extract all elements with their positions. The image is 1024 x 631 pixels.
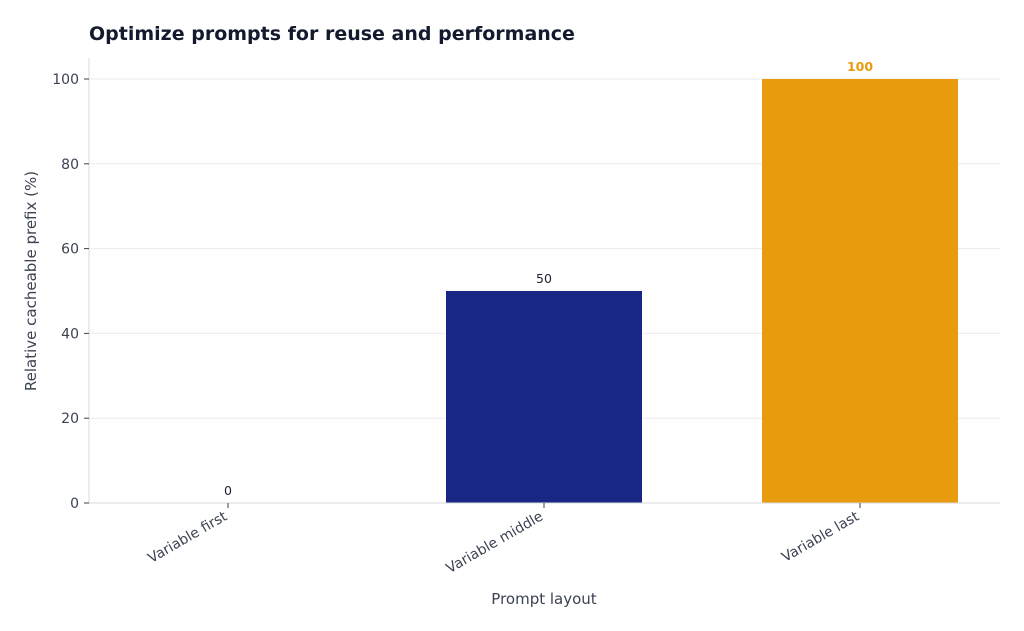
y-tick-label: 80 (61, 157, 79, 173)
bars (446, 79, 958, 503)
x-tick-label: Variable middle (444, 509, 546, 577)
bar (446, 291, 642, 503)
x-tick-label: Variable last (779, 508, 862, 565)
data-label: 0 (224, 483, 232, 498)
y-tick-label: 40 (61, 326, 79, 342)
x-tick-label: Variable first (145, 508, 230, 566)
x-axis-label: Prompt layout (491, 590, 596, 608)
x-ticks: Variable first Variable middle Variable la… (145, 503, 862, 577)
data-labels: 0 50 100 (224, 59, 873, 498)
y-tick-label: 20 (61, 411, 79, 427)
chart-title: Optimize prompts for reuse and performan… (89, 23, 575, 45)
bar (762, 79, 958, 503)
data-label: 100 (847, 59, 873, 74)
y-axis-label: Relative cacheable prefix (%) (22, 171, 40, 391)
y-tick-label: 100 (52, 72, 79, 88)
y-tick-label: 60 (61, 242, 79, 258)
y-tick-label: 0 (70, 496, 79, 512)
data-label: 50 (536, 271, 552, 286)
y-ticks: 0 20 40 60 80 100 (52, 72, 89, 512)
